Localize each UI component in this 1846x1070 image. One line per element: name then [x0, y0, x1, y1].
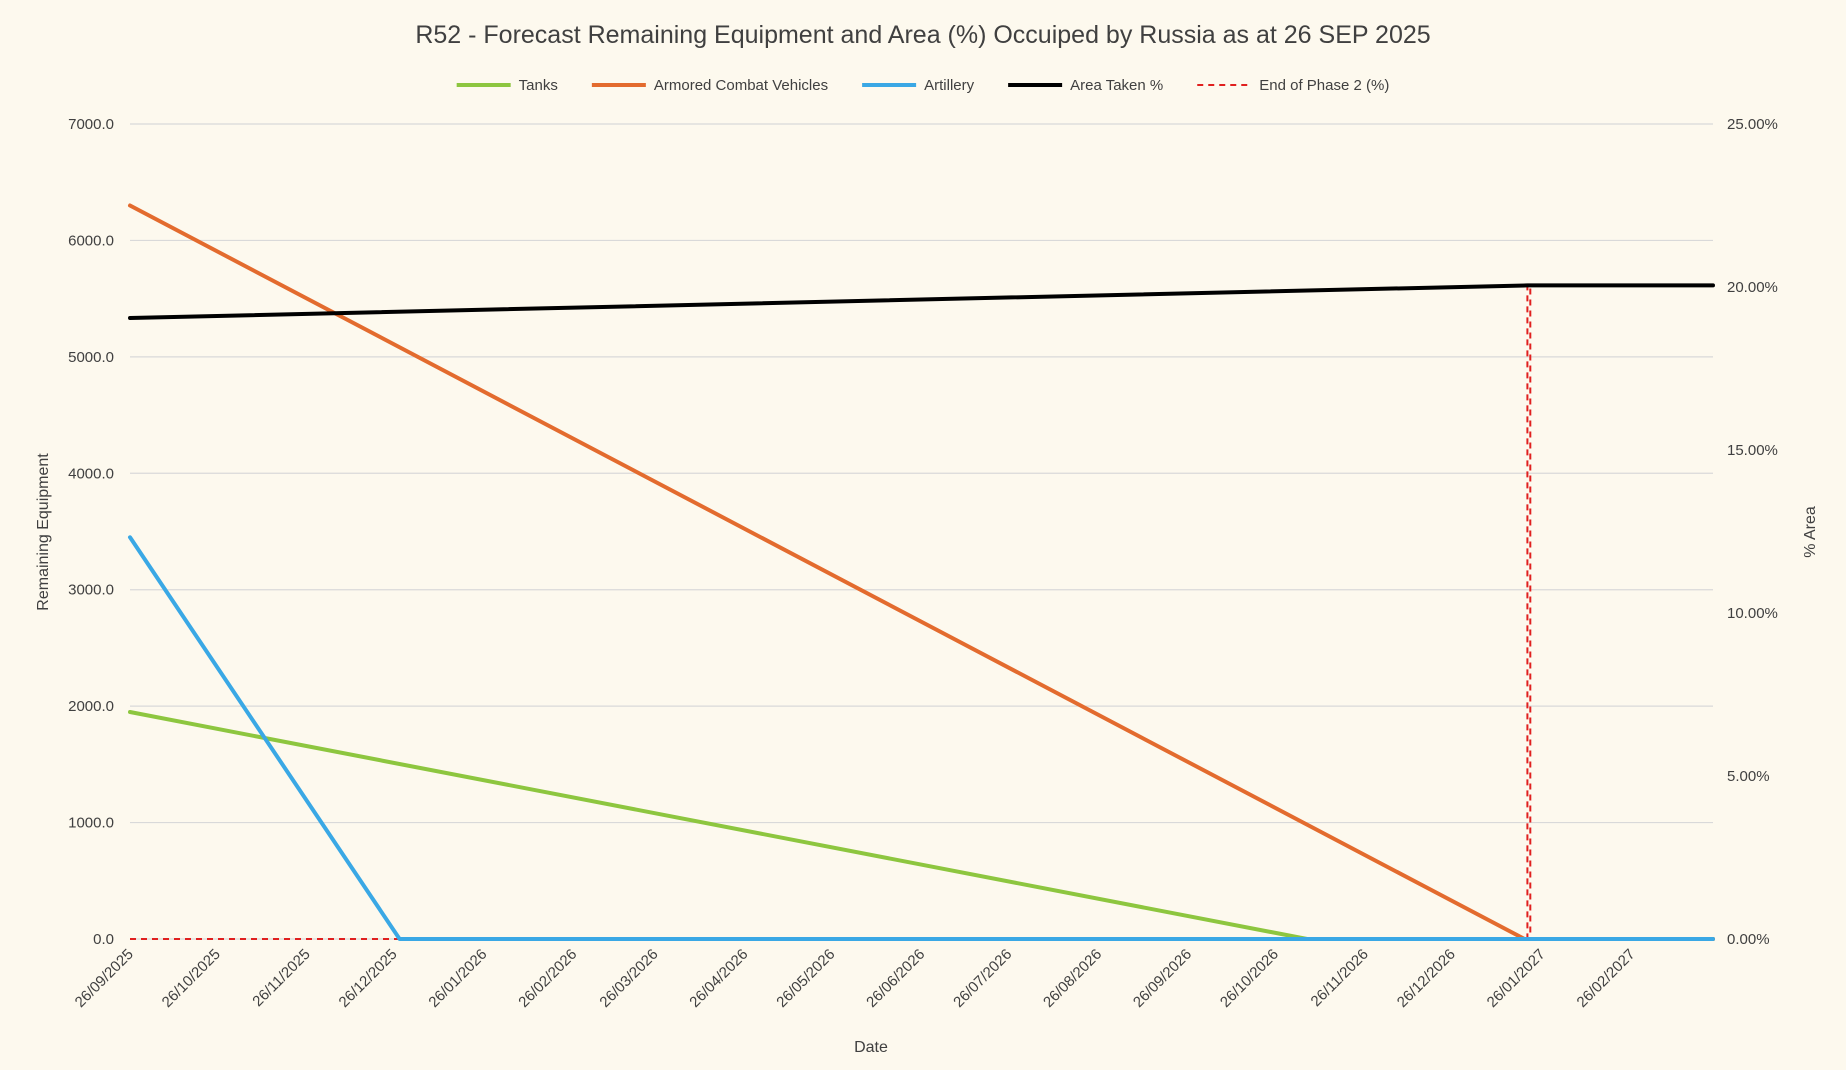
y2-tick-label: 5.00%: [1727, 768, 1770, 785]
x-axis: 26/09/2025 26/10/2025 26/11/2025 26/12/2025…: [72, 946, 1639, 1011]
x-tick-label: 26/02/2027: [1574, 946, 1639, 1011]
y2-tick-label: 10.00%: [1727, 605, 1778, 622]
legend-label: Artillery: [924, 77, 975, 94]
x-tick-label: 26/12/2026: [1394, 946, 1459, 1011]
series-line-artillery: [128, 535, 1715, 941]
x-tick-label: 26/10/2025: [159, 946, 224, 1011]
x-tick-label: 26/06/2026: [863, 946, 928, 1011]
y-tick-label: 2000.0: [68, 698, 114, 715]
y-tick-label: 3000.0: [68, 582, 114, 599]
legend-item: End of Phase 2 (%): [1197, 77, 1389, 94]
legend-label: Area Taken %: [1070, 77, 1163, 94]
x-tick-label: 26/10/2026: [1217, 946, 1282, 1011]
x-tick-label: 26/09/2025: [72, 946, 137, 1011]
y-tick-label: 0.0: [93, 931, 114, 948]
series-line-end-of-phase-2: [130, 284, 1713, 940]
y2-tick-label: 15.00%: [1727, 442, 1778, 459]
x-tick-label: 26/04/2026: [686, 946, 751, 1011]
y-tick-label: 5000.0: [68, 349, 114, 366]
series-layer: [128, 203, 1715, 941]
y-axis-label: Remaining Equipment: [35, 453, 52, 611]
x-tick-label: 26/05/2026: [773, 946, 838, 1011]
gridlines: [130, 123, 1713, 940]
y-axis-left: 0.0 1000.0 2000.0 3000.0 4000.0 5000.0 6000.0 7…: [68, 116, 114, 948]
series-line-area-taken: [128, 283, 1715, 320]
legend-item: Artillery: [862, 77, 975, 94]
x-tick-label: 26/12/2025: [336, 946, 401, 1011]
y2-tick-label: 25.00%: [1727, 116, 1778, 133]
legend-item: Armored Combat Vehicles: [591, 77, 828, 94]
legend: Tanks Armored Combat Vehicles Artillery Are…: [456, 77, 1389, 94]
x-tick-label: 26/07/2026: [950, 946, 1015, 1011]
y2-tick-label: 20.00%: [1727, 279, 1778, 296]
x-tick-label: 26/11/2025: [249, 946, 313, 1010]
legend-item: Area Taken %: [1008, 77, 1163, 94]
x-tick-label: 26/09/2026: [1130, 946, 1195, 1011]
y2-tick-label: 0.00%: [1727, 931, 1770, 948]
x-tick-label: 26/02/2026: [515, 946, 580, 1011]
y-axis-right: 0.00% 5.00% 10.00% 15.00% 20.00% 25.00%: [1727, 116, 1778, 948]
x-tick-label: 26/03/2026: [596, 946, 661, 1011]
x-tick-label: 26/01/2027: [1484, 946, 1549, 1011]
legend-item: Tanks: [456, 77, 558, 94]
x-axis-label: Date: [854, 1039, 888, 1056]
chart-title: R52 - Forecast Remaining Equipment and A…: [415, 21, 1430, 49]
x-tick-label: 26/01/2026: [425, 946, 490, 1011]
x-tick-label: 26/08/2026: [1040, 946, 1105, 1011]
x-tick-label: 26/11/2026: [1308, 946, 1372, 1010]
y-tick-label: 4000.0: [68, 465, 114, 482]
y-tick-label: 1000.0: [68, 815, 114, 832]
series-line-tanks: [128, 710, 1715, 941]
series-line-armored-combat-vehicles: [128, 203, 1715, 941]
y-tick-label: 7000.0: [68, 116, 114, 133]
y2-axis-label: % Area: [1802, 506, 1819, 558]
legend-label: Armored Combat Vehicles: [654, 77, 828, 94]
legend-label: End of Phase 2 (%): [1259, 77, 1389, 94]
y-tick-label: 6000.0: [68, 232, 114, 249]
legend-label: Tanks: [519, 77, 558, 94]
